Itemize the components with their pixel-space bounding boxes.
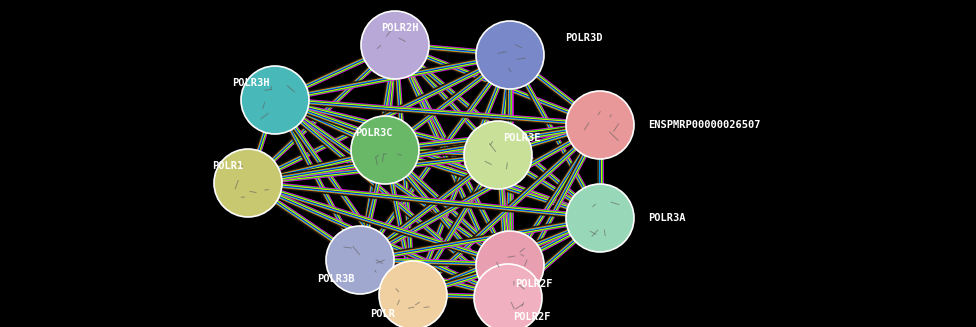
Text: POLR3B: POLR3B (317, 274, 355, 284)
Circle shape (566, 184, 634, 252)
Circle shape (361, 11, 429, 79)
Text: POLR3C: POLR3C (355, 128, 392, 138)
Circle shape (464, 121, 532, 189)
Circle shape (566, 91, 634, 159)
Circle shape (476, 231, 544, 299)
Circle shape (326, 226, 394, 294)
Circle shape (214, 149, 282, 217)
Circle shape (474, 264, 542, 327)
Circle shape (379, 261, 447, 327)
Circle shape (476, 21, 544, 89)
Text: POLR3A: POLR3A (648, 213, 685, 223)
Text: POLR2F: POLR2F (513, 312, 550, 322)
Text: POLR2H: POLR2H (382, 23, 419, 33)
Text: POLR: POLR (371, 309, 395, 319)
Text: POLR3H: POLR3H (232, 78, 270, 88)
Text: ENSPMRP00000026507: ENSPMRP00000026507 (648, 120, 760, 130)
Circle shape (241, 66, 309, 134)
Text: POLR2F: POLR2F (515, 279, 552, 289)
Text: POLR1: POLR1 (212, 161, 243, 171)
Text: POLR3E: POLR3E (503, 133, 541, 143)
Circle shape (351, 116, 419, 184)
Text: POLR3D: POLR3D (565, 33, 602, 43)
